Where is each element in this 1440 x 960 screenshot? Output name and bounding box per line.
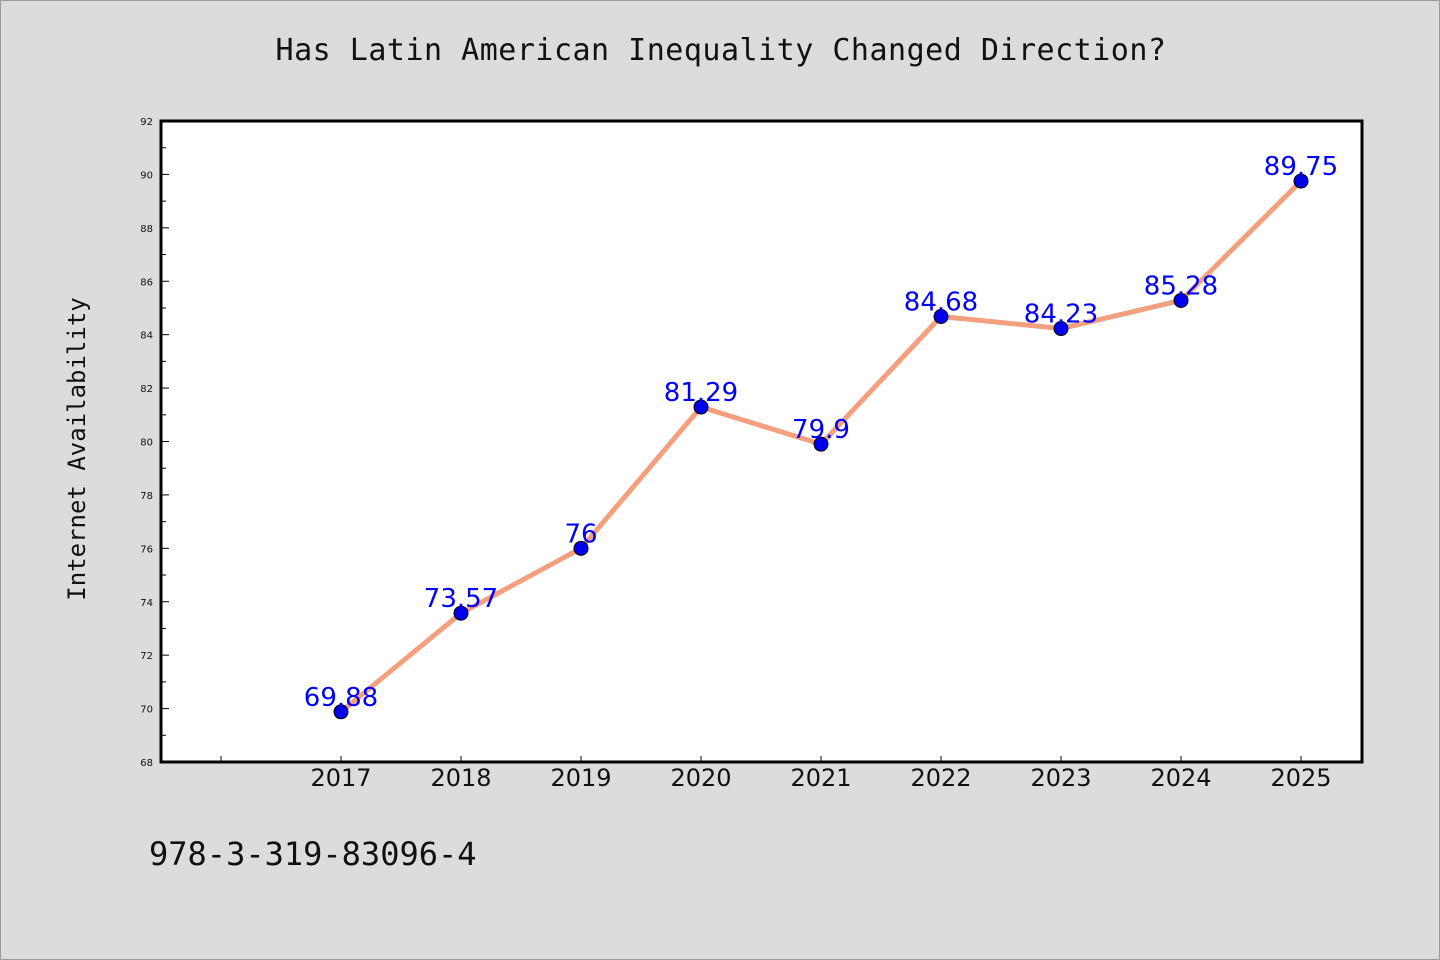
data-point: [693, 399, 709, 415]
y-tick-label: 76: [140, 544, 153, 555]
y-tick-label: 92: [140, 117, 153, 128]
y-tick-label: 72: [140, 651, 153, 662]
x-tick-label: 2020: [670, 764, 731, 792]
data-label: 69.88: [304, 683, 378, 713]
data-label: 76: [564, 519, 597, 549]
data-point: [1173, 292, 1189, 308]
y-tick-label: 86: [140, 277, 153, 288]
data-point: [573, 540, 589, 556]
x-tick-label: 2021: [790, 764, 851, 792]
y-tick-label: 70: [140, 705, 153, 716]
x-tick-label: 2022: [910, 764, 971, 792]
y-tick-label: 74: [140, 598, 153, 609]
data-point: [453, 605, 469, 621]
y-tick-label: 78: [140, 491, 153, 502]
x-tick-label: 2023: [1030, 764, 1091, 792]
data-label: 84.23: [1024, 300, 1098, 330]
data-point: [933, 309, 949, 325]
data-label: 85.28: [1144, 271, 1218, 301]
x-tick-label: 2018: [430, 764, 491, 792]
plot-frame: [159, 119, 1364, 764]
data-label: 73.57: [424, 584, 498, 614]
y-tick-label: 88: [140, 224, 153, 235]
data-point: [333, 704, 349, 720]
data-point: [1053, 321, 1069, 337]
data-point: [1293, 173, 1309, 189]
chart-title: Has Latin American Inequality Changed Di…: [275, 33, 1167, 68]
y-tick-label: 82: [140, 384, 153, 395]
x-tick-label: 2024: [1150, 764, 1211, 792]
y-tick-label: 68: [140, 758, 153, 769]
x-tick-label: 2019: [550, 764, 611, 792]
plot-area: [161, 121, 1362, 762]
x-tick-label: 2017: [310, 764, 371, 792]
x-tick-label: 2025: [1270, 764, 1331, 792]
data-label: 89.75: [1264, 152, 1338, 182]
data-label: 81.29: [664, 378, 738, 408]
isbn-footer: 978-3-319-83096-4: [149, 835, 477, 873]
data-label: 84.68: [904, 288, 978, 318]
data-label: 79.9: [792, 415, 850, 445]
y-tick-label: 84: [140, 331, 153, 342]
y-tick-label: 90: [140, 170, 153, 181]
data-point: [813, 436, 829, 452]
y-tick-label: 80: [140, 438, 153, 449]
